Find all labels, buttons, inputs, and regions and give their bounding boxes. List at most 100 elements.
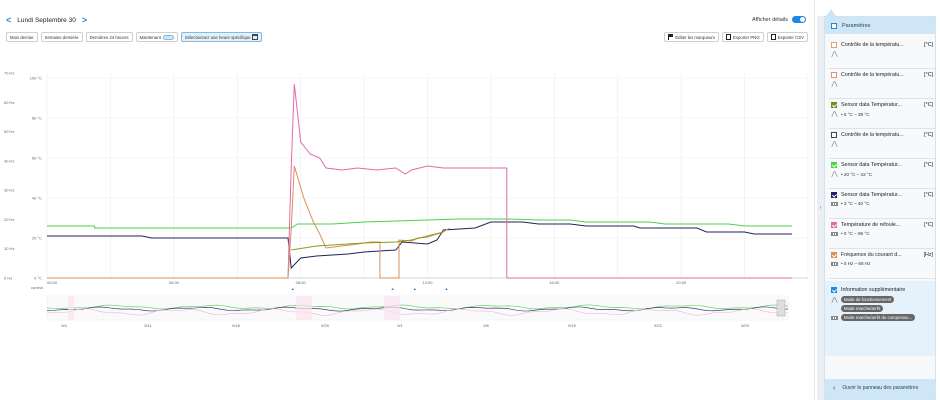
parameter-unit: [°C]	[924, 132, 933, 138]
info-name: Information supplémentaire	[841, 287, 906, 293]
series-line[interactable]	[291, 231, 444, 251]
overview-highlight	[68, 296, 74, 320]
select-all-checkbox[interactable]	[831, 22, 837, 29]
overview-tick-label: 9/1	[397, 323, 403, 328]
parameter-item[interactable]: Fréquence du courant d... [Hz] • 0 Hz – …	[831, 252, 933, 266]
info-tag-row: Mode de fonctionnement	[831, 296, 933, 303]
last-week-label: Semaine dernière	[44, 34, 79, 40]
control-marker[interactable]	[413, 288, 417, 290]
parameter-item[interactable]: Température de refoule... [°C] • 0 °C – …	[831, 222, 933, 236]
curve-icon	[831, 111, 838, 117]
last-week-button[interactable]: Semaine dernière	[40, 32, 83, 42]
curve-icon	[831, 51, 838, 57]
parameter-item[interactable]: Contrôle de la températu... [°C]	[831, 132, 933, 147]
info-tag-row: Mode marche/arrêt du compresso...	[831, 314, 933, 321]
sidebar-collapse-handle[interactable]: ›	[817, 16, 824, 400]
parameter-checkbox[interactable]	[831, 132, 837, 138]
divider	[829, 248, 935, 249]
footer-label: Ouvrir le panneau des paramètres	[842, 385, 919, 392]
range-selector-handle[interactable]	[776, 299, 786, 317]
parameter-checkbox[interactable]	[831, 252, 837, 258]
y-left-tick-label: 30 Hz	[4, 188, 14, 193]
time-series-chart[interactable]: 0 °C 20 °C 40 °C 60 °C 80 °C 100 °C 0 Hz 10 Hz 2…	[0, 60, 815, 340]
sidebar-title: Paramètres	[842, 22, 871, 29]
chevron-left-icon[interactable]: <	[6, 14, 12, 25]
series-line[interactable]	[47, 221, 793, 270]
control-marker[interactable]	[291, 288, 295, 290]
y-right-tick-label: 60 °C	[32, 156, 42, 161]
overview-tick-label: 9/15	[568, 323, 577, 328]
info-item[interactable]: Information supplémentaire Mode de fonct…	[831, 287, 933, 321]
export-actions: Editer les marqueurs Exporter PNG Export…	[664, 32, 808, 42]
parameter-checkbox[interactable]	[831, 222, 837, 228]
parameter-item[interactable]: Sensor data Températur... [°C] • 20 °C –…	[831, 162, 933, 177]
export-png-button[interactable]: Exporter PNG	[721, 32, 764, 42]
edit-markers-button[interactable]: Editer les marqueurs	[664, 32, 719, 42]
curve-icon	[831, 171, 838, 177]
y-right-tick-label: 100 °C	[30, 76, 42, 81]
parameter-unit: [°C]	[924, 222, 933, 228]
sidebar-header[interactable]: Paramètres	[825, 17, 935, 34]
last-month-button[interactable]: Mois dernier	[6, 32, 38, 42]
control-marker[interactable]	[445, 288, 448, 290]
divider	[829, 218, 935, 219]
divider	[829, 128, 935, 129]
overview-highlight	[384, 296, 400, 320]
y-right-tick-label: 80 °C	[32, 116, 42, 121]
now-toggle[interactable]	[162, 34, 174, 40]
overview-line	[46, 306, 789, 312]
parameter-checkbox[interactable]	[831, 42, 837, 48]
parameter-item[interactable]: Contrôle de la températu... [°C]	[831, 72, 933, 87]
overview-tick-label: 9/29	[741, 323, 750, 328]
parameter-name: Sensor data Températur...	[841, 162, 902, 168]
parameter-name: Contrôle de la températu...	[841, 42, 904, 48]
parameter-checkbox[interactable]	[831, 72, 837, 78]
panel-notch	[826, 9, 836, 16]
parameter-name: Contrôle de la températu...	[841, 72, 904, 78]
bars-icon	[831, 231, 838, 236]
export-csv-button[interactable]: Exporter CSV	[766, 32, 808, 42]
chevron-right-icon: ›	[819, 205, 822, 211]
main-panel: < Lundi Septembre 30 > Afficher détails …	[0, 0, 815, 400]
y-right-tick-label: 20 °C	[32, 236, 42, 241]
x-tick-label: 20:00	[676, 280, 687, 285]
series-line[interactable]	[47, 165, 450, 279]
control-axis-label: control	[31, 285, 43, 290]
series-line[interactable]	[47, 83, 793, 279]
overview-line	[46, 308, 789, 316]
parameter-unit: [°C]	[924, 42, 933, 48]
x-tick-label: 08:00	[296, 280, 307, 285]
parameter-unit: [°C]	[924, 72, 933, 78]
time-range-toolbar: Mois dernier Semaine dernière Dernières …	[6, 32, 263, 42]
last-24h-button[interactable]: Dernières 24 heures	[85, 32, 133, 42]
now-button[interactable]: Maintenant	[135, 32, 178, 42]
y-left-tick-label: 70 Hz	[4, 71, 14, 76]
overview-tick-label: 9/8	[483, 323, 489, 328]
parameter-checkbox[interactable]	[831, 162, 837, 168]
specific-time-button[interactable]: Sélectionnez une heure spécifique	[180, 32, 263, 42]
open-params-panel-button[interactable]: ‹ Ouvrir le panneau des paramètres	[825, 379, 935, 399]
info-checkbox[interactable]	[831, 287, 837, 293]
y-left-tick-label: 0 Hz	[4, 276, 12, 281]
parameter-checkbox[interactable]	[831, 192, 837, 198]
document-icon	[725, 34, 731, 40]
chevron-right-icon[interactable]: >	[81, 14, 88, 25]
control-marker[interactable]	[391, 288, 394, 290]
parameter-unit: [°C]	[924, 102, 933, 108]
overview-tick-label: 9/25	[321, 323, 330, 328]
details-toggle[interactable]	[792, 16, 806, 23]
parameter-range: • 20 °C – 32 °C	[841, 171, 873, 177]
parameter-item[interactable]: Contrôle de la températu... [°C]	[831, 42, 933, 57]
parameter-name: Sensor data Températur...	[841, 192, 902, 198]
divider	[829, 278, 935, 279]
parameter-item[interactable]: Sensor data Températur... [°C] • 5 °C – …	[831, 102, 933, 117]
x-tick-label: 00:00	[47, 280, 58, 285]
parameter-unit: [°C]	[924, 162, 933, 168]
series-line[interactable]	[47, 218, 793, 229]
parameter-name: Température de refoule...	[841, 222, 901, 228]
y-left-tick-label: 10 Hz	[4, 246, 14, 251]
flag-icon	[668, 34, 674, 40]
y-left-tick-label: 60 Hz	[4, 100, 14, 105]
parameter-item[interactable]: Sensor data Températur... [°C] • 3 °C – …	[831, 192, 933, 206]
parameter-checkbox[interactable]	[831, 102, 837, 108]
